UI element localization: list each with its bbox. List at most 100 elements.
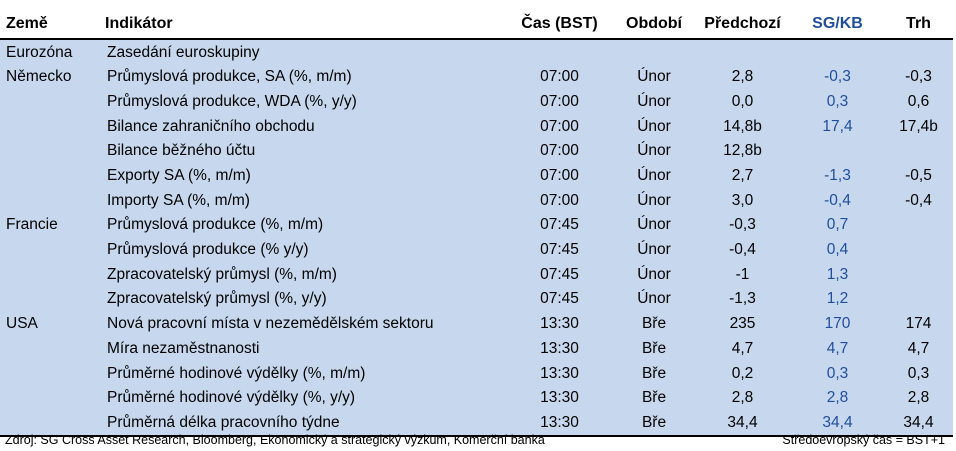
cell-country <box>0 361 103 386</box>
cell-period: Únor <box>637 167 671 185</box>
cell-market <box>884 39 953 65</box>
cell-sg-kb: 0,3 <box>826 364 849 382</box>
cell-indicator: Průmyslová produkce, WDA (%, y/y) <box>107 92 357 110</box>
cell-time: 13:30 <box>540 389 579 407</box>
table-row: Německo Průmyslová produkce, SA (%, m/m) 0… <box>0 65 953 90</box>
cell-time: 07:45 <box>540 241 579 259</box>
table-header-row: Země Indikátor Čas (BST) Období Předchoz… <box>0 10 953 40</box>
cell-sg-kb: -0,4 <box>824 191 851 209</box>
cell-indicator: Zpracovatelský průmysl (%, y/y) <box>107 290 327 308</box>
cell-period: Únor <box>637 290 671 308</box>
header-market: Trh <box>884 10 953 40</box>
header-previous: Předchozí <box>694 10 791 40</box>
cell-market: 0,6 <box>907 92 930 110</box>
cell-period <box>614 39 694 65</box>
table-row: Eurozóna Zasedání euroskupiny <box>0 39 953 65</box>
cell-indicator: Průměrná délka pracovního týdne <box>103 410 505 437</box>
cell-time: 07:00 <box>540 167 579 185</box>
table-row: Zpracovatelský průmysl (%, m/m) 07:45 Únor… <box>0 262 953 287</box>
cell-country: Francie <box>6 216 58 234</box>
cell-previous: 0,0 <box>731 92 754 110</box>
cell-country <box>0 188 103 213</box>
cell-country <box>0 336 103 361</box>
cell-time: 13:30 <box>540 364 579 382</box>
cell-time <box>505 39 614 65</box>
cell-time: 13:30 <box>540 339 579 357</box>
cell-period: Bře <box>641 364 667 382</box>
cell-sg-kb: 2,8 <box>826 389 849 407</box>
table-row: Průměrná délka pracovního týdne 13:30 Bře 3… <box>0 410 953 437</box>
cell-country <box>0 287 103 312</box>
header-time: Čas (BST) <box>505 10 614 40</box>
cell-indicator: Zpracovatelský průmysl (%, m/m) <box>107 265 337 283</box>
cell-country <box>0 238 103 263</box>
cell-previous: -1 <box>735 265 750 283</box>
table-row: Importy SA (%, m/m) 07:00 Únor 3,0 -0,4 -0,4 <box>0 188 953 213</box>
table-row: USA Nová pracovní místa v nezemědělském s… <box>0 312 953 337</box>
cell-indicator: Nová pracovní místa v nezemědělském sekt… <box>107 315 434 333</box>
cell-country: Německo <box>6 68 72 86</box>
cell-market <box>884 139 953 164</box>
cell-country <box>0 410 103 437</box>
cell-sg-kb <box>791 139 884 164</box>
cell-previous: 12,8b <box>723 142 762 160</box>
table-row: Průmyslová produkce (% y/y) 07:45 Únor -0,4… <box>0 238 953 263</box>
cell-sg-kb: 34,4 <box>791 410 884 437</box>
cell-indicator: Exporty SA (%, m/m) <box>107 167 251 185</box>
cell-sg-kb <box>791 39 884 65</box>
cell-market: -0,5 <box>905 167 932 185</box>
cell-market: -0,4 <box>905 191 932 209</box>
cell-sg-kb: 170 <box>824 315 851 333</box>
cell-market: 174 <box>905 315 932 333</box>
cell-time: 07:00 <box>540 117 579 135</box>
cell-previous: -0,3 <box>729 216 756 234</box>
cell-previous: 2,7 <box>731 167 754 185</box>
source-note: Zdroj: SG Cross Asset Research, Bloomber… <box>5 433 545 447</box>
cell-period: Únor <box>637 216 671 234</box>
cell-indicator: Bilance zahraničního obchodu <box>107 117 315 135</box>
cell-country: Eurozóna <box>6 43 73 61</box>
table-row: Bilance běžného účtu 07:00 Únor 12,8b <box>0 139 953 164</box>
cell-time: 07:00 <box>540 92 579 110</box>
cell-indicator: Míra nezaměstnanosti <box>107 339 260 357</box>
table-row: Zpracovatelský průmysl (%, y/y) 07:45 Únor… <box>0 287 953 312</box>
cell-time: 07:45 <box>540 265 579 283</box>
cell-previous: 2,8 <box>731 389 754 407</box>
cell-indicator: Průmyslová produkce, SA (%, m/m) <box>107 68 352 86</box>
cell-time: 07:00 <box>540 142 579 160</box>
cell-indicator: Bilance běžného účtu <box>107 142 256 160</box>
cell-sg-kb: 0,4 <box>826 241 849 259</box>
header-indicator: Indikátor <box>103 10 505 40</box>
cell-period: Únor <box>637 191 671 209</box>
cell-previous: -1,3 <box>729 290 756 308</box>
cell-indicator: Importy SA (%, m/m) <box>107 191 250 209</box>
cell-indicator: Zasedání euroskupiny <box>107 43 260 61</box>
table-row: Exporty SA (%, m/m) 07:00 Únor 2,7 -1,3 -0,5 <box>0 163 953 188</box>
cell-previous: 34,4 <box>694 410 791 437</box>
table-row: Míra nezaměstnanosti 13:30 Bře 4,7 4,7 4,7 <box>0 336 953 361</box>
cell-time: 07:45 <box>540 290 579 308</box>
table-row: Průměrné hodinové výdělky (%, y/y) 13:30 B… <box>0 386 953 411</box>
cell-previous: 235 <box>729 315 756 333</box>
cell-country <box>0 139 103 164</box>
cell-time: 13:30 <box>540 315 579 333</box>
economic-calendar-table: Země Indikátor Čas (BST) Období Předchoz… <box>0 10 953 437</box>
cell-period: Únor <box>637 117 671 135</box>
cell-country <box>0 89 103 114</box>
cell-country <box>0 114 103 139</box>
cell-country: USA <box>6 315 38 333</box>
cell-period: Bře <box>641 315 667 333</box>
cell-market <box>884 287 953 312</box>
cell-market: 17,4b <box>899 117 938 135</box>
cell-period: Bře <box>641 389 667 407</box>
cell-indicator: Průměrné hodinové výdělky (%, y/y) <box>107 389 356 407</box>
cell-previous: 3,0 <box>731 191 754 209</box>
cell-time: 07:00 <box>540 191 579 209</box>
table-row: Průmyslová produkce, WDA (%, y/y) 07:00 Ún… <box>0 89 953 114</box>
table-footer: Zdroj: SG Cross Asset Research, Bloomber… <box>0 432 953 448</box>
cell-sg-kb: 0,7 <box>826 216 849 234</box>
cell-sg-kb: 1,2 <box>826 290 849 308</box>
cell-previous <box>694 39 791 65</box>
cell-market: 2,8 <box>907 389 930 407</box>
cell-sg-kb: 17,4 <box>822 117 853 135</box>
